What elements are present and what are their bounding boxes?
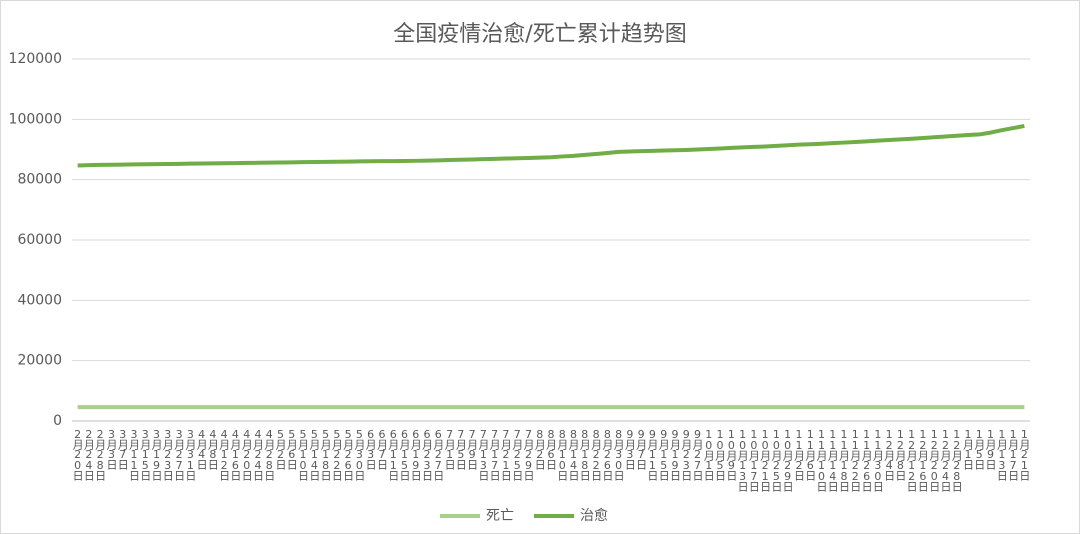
x-tick-label: 5月6日 <box>285 428 298 470</box>
y-tick-label: 40000 <box>17 292 62 308</box>
x-tick-label: 5月26日 <box>342 428 355 481</box>
x-tick-label: 10月25日 <box>770 428 783 492</box>
x-tick-label: 9月11日 <box>646 428 659 481</box>
x-tick-label: 4月28日 <box>263 428 276 481</box>
legend-label: 死亡 <box>486 508 514 524</box>
x-tick-label: 2月24日 <box>82 428 95 481</box>
y-tick-label: 100000 <box>9 111 62 127</box>
x-tick-label: 7月29日 <box>522 428 535 481</box>
x-tick-label: 11月2日 <box>792 428 805 481</box>
x-tick-label: 1月21日 <box>1018 428 1031 481</box>
x-tick-label: 12月12日 <box>905 428 918 492</box>
legend-label: 治愈 <box>580 508 608 524</box>
x-tick-label: 6月19日 <box>409 428 422 481</box>
x-tick-label: 1月1日 <box>962 428 975 470</box>
x-tick-label: 12月20日 <box>928 428 941 492</box>
x-tick-label: 10月29日 <box>781 428 794 492</box>
x-tick-label: 8月22日 <box>590 428 603 481</box>
x-tick-label: 12月4日 <box>883 428 896 481</box>
x-tick-label: 12月28日 <box>950 428 963 492</box>
x-tick-label: 1月17日 <box>1007 428 1020 481</box>
x-tick-label: 7月17日 <box>488 428 501 481</box>
x-tick-label: 10月21日 <box>759 428 772 492</box>
y-tick-label: 120000 <box>9 51 62 67</box>
x-tick-label: 1月9日 <box>984 428 997 470</box>
x-tick-label: 3月27日 <box>173 428 186 481</box>
x-tick-label: 10月5日 <box>714 428 727 481</box>
x-tick-label: 8月6日 <box>545 428 558 470</box>
x-tick-label: 12月8日 <box>894 428 907 481</box>
x-tick-label: 3月19日 <box>150 428 163 481</box>
x-tick-label: 8月2日 <box>533 428 546 470</box>
x-tick-label: 1月5日 <box>973 428 986 470</box>
x-tick-label: 6月3日 <box>364 428 377 470</box>
x-tick-label: 11月6日 <box>804 428 817 481</box>
x-tick-label: 3月15日 <box>139 428 152 481</box>
x-tick-label: 5月18日 <box>319 428 332 481</box>
x-tick-label: 9月3日 <box>623 428 636 470</box>
x-tick-label: 2月28日 <box>94 428 107 481</box>
x-tick-label: 11月26日 <box>860 428 873 492</box>
x-tick-label: 6月27日 <box>432 428 445 481</box>
line-series <box>77 124 1025 168</box>
x-tick-label: 8月10日 <box>556 428 569 481</box>
x-tick-label: 10月1日 <box>702 428 715 481</box>
x-tick-label: 3月23日 <box>161 428 174 481</box>
x-tick-label: 5月2日 <box>274 428 287 470</box>
x-tick-label: 12月24日 <box>939 428 952 492</box>
x-tick-label: 11月30日 <box>871 428 884 492</box>
x-tick-label: 2月20日 <box>71 428 84 481</box>
x-tick-label: 8月26日 <box>601 428 614 481</box>
x-tick-label: 4月4日 <box>195 428 208 470</box>
x-tick-label: 7月1日 <box>443 428 456 470</box>
x-tick-label: 5月14日 <box>308 428 321 481</box>
x-tick-label: 4月20日 <box>240 428 253 481</box>
x-tick-label: 5月22日 <box>330 428 343 481</box>
x-tick-label: 4月16日 <box>229 428 242 481</box>
x-tick-label: 11月10日 <box>815 428 828 492</box>
x-tick-label: 9月15日 <box>657 428 670 481</box>
x-tick-label: 12月16日 <box>916 428 929 492</box>
x-tick-label: 8月14日 <box>567 428 580 481</box>
x-tick-label: 8月18日 <box>578 428 591 481</box>
x-tick-label: 3月7日 <box>116 428 129 470</box>
y-tick-label: 0 <box>53 413 62 429</box>
x-tick-label: 9月19日 <box>668 428 681 481</box>
x-tick-label: 10月17日 <box>747 428 760 492</box>
x-tick-label: 10月9日 <box>725 428 738 481</box>
y-tick-label: 80000 <box>17 172 62 188</box>
x-tick-label: 6月7日 <box>375 428 388 470</box>
x-tick-label: 7月5日 <box>454 428 467 470</box>
x-tick-label: 5月30日 <box>353 428 366 481</box>
x-tick-label: 11月14日 <box>826 428 839 492</box>
x-tick-label: 9月27日 <box>691 428 704 481</box>
x-tick-label: 1月13日 <box>995 428 1008 481</box>
x-tick-label: 3月11日 <box>127 428 140 481</box>
x-tick-label: 6月23日 <box>421 428 434 481</box>
x-tick-label: 8月30日 <box>612 428 625 481</box>
x-tick-label: 7月25日 <box>511 428 524 481</box>
x-tick-label: 6月15日 <box>398 428 411 481</box>
x-tick-label: 4月8日 <box>206 428 219 470</box>
x-tick-label: 9月7日 <box>635 428 648 470</box>
x-tick-label: 3月31日 <box>184 428 197 481</box>
x-tick-label: 4月12日 <box>218 428 231 481</box>
x-tick-label: 6月11日 <box>387 428 400 481</box>
x-tick-label: 11月22日 <box>849 428 862 492</box>
x-tick-label: 11月18日 <box>838 428 851 492</box>
x-tick-label: 9月23日 <box>680 428 693 481</box>
x-tick-label: 7月21日 <box>499 428 512 481</box>
x-tick-label: 7月9日 <box>466 428 479 470</box>
chart-title: 全国疫情治愈/死亡累计趋势图 <box>393 22 686 47</box>
y-tick-label: 20000 <box>17 353 62 369</box>
x-tick-label: 3月3日 <box>105 428 118 470</box>
x-tick-label: 4月24日 <box>251 428 264 481</box>
x-tick-label: 7月13日 <box>477 428 490 481</box>
x-tick-label: 5月10日 <box>297 428 310 481</box>
x-tick-label: 10月13日 <box>736 428 749 492</box>
y-tick-label: 60000 <box>17 232 62 248</box>
